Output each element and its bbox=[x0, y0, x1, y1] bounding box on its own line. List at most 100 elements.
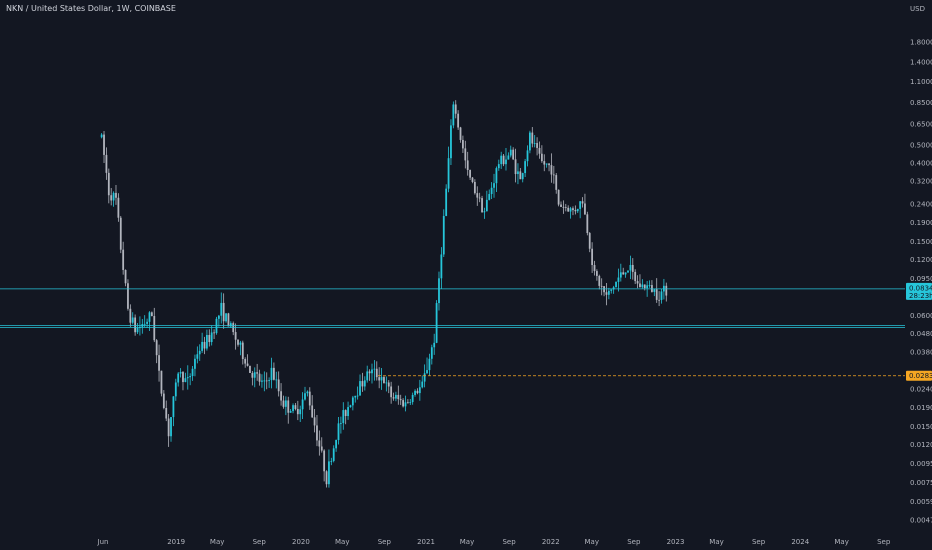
candle-body bbox=[378, 377, 381, 381]
candle-body bbox=[572, 208, 574, 211]
candle-body bbox=[409, 402, 412, 403]
candle-body bbox=[423, 373, 426, 382]
x-tick-label: May bbox=[709, 538, 723, 546]
candle-body bbox=[428, 358, 431, 371]
y-tick-label: 1.8000 bbox=[910, 39, 932, 47]
candle-body bbox=[607, 290, 610, 295]
time-axis[interactable]: Jun 2019 May Sep 2020 May Sep 2021 May Sep 2022 May… bbox=[97, 538, 891, 546]
x-tick-label: Sep bbox=[752, 538, 766, 546]
candle-body bbox=[617, 277, 620, 282]
candle-body bbox=[359, 381, 361, 396]
candle-body bbox=[337, 423, 340, 441]
candle-body bbox=[301, 399, 304, 410]
candle-body bbox=[500, 155, 503, 165]
candle-body bbox=[471, 177, 474, 182]
candle-body bbox=[241, 342, 244, 360]
candle-body bbox=[253, 372, 256, 378]
dashed-level-badge bbox=[906, 370, 932, 381]
candle-body bbox=[129, 308, 132, 323]
candle-body bbox=[308, 391, 311, 406]
candle-body bbox=[390, 386, 393, 398]
candle-body bbox=[430, 347, 433, 359]
currency-label: USD bbox=[910, 5, 925, 13]
candle-body bbox=[167, 418, 170, 437]
candle-body bbox=[385, 382, 388, 384]
candle-body bbox=[555, 175, 558, 190]
candle-body bbox=[476, 193, 479, 198]
candle-body bbox=[505, 159, 507, 165]
candle-body bbox=[249, 365, 251, 373]
candle-body bbox=[277, 379, 280, 392]
candle-body bbox=[485, 199, 488, 212]
x-tick-label: Sep bbox=[253, 538, 267, 546]
candle-body bbox=[158, 355, 160, 371]
candle-body bbox=[339, 423, 342, 424]
candle-body bbox=[421, 381, 424, 388]
candle-body bbox=[134, 317, 137, 333]
candle-body bbox=[198, 350, 201, 355]
candle-body bbox=[268, 380, 271, 381]
candle-body bbox=[452, 104, 455, 126]
candle-body bbox=[177, 373, 180, 383]
x-tick-label: 2020 bbox=[292, 538, 310, 546]
candle-body bbox=[246, 363, 249, 366]
candle-body bbox=[454, 104, 457, 114]
candle-body bbox=[160, 370, 163, 394]
x-tick-label: May bbox=[335, 538, 349, 546]
candle-body bbox=[136, 327, 139, 333]
candle-body bbox=[588, 233, 591, 249]
candle-body bbox=[165, 408, 168, 419]
candle-body bbox=[280, 391, 282, 401]
y-tick-label: 0.0047 bbox=[910, 517, 932, 525]
candle-body bbox=[473, 181, 476, 194]
candle-body bbox=[406, 402, 409, 404]
candle-body bbox=[328, 461, 330, 485]
x-tick-label: Jun bbox=[97, 538, 109, 546]
candle-body bbox=[466, 160, 469, 170]
candle-body bbox=[440, 254, 443, 279]
candle-body bbox=[162, 393, 165, 409]
candle-body bbox=[182, 372, 184, 383]
candle-body bbox=[263, 380, 266, 382]
last-price-label: 0.0834 bbox=[909, 284, 932, 292]
candle-body bbox=[313, 417, 316, 426]
candle-body bbox=[612, 287, 615, 290]
candle-body bbox=[399, 399, 402, 401]
candle-body bbox=[629, 264, 632, 271]
candle-body bbox=[653, 289, 656, 292]
candle-body bbox=[576, 208, 579, 212]
y-tick-label: 0.0059 bbox=[910, 498, 932, 506]
candle-body bbox=[284, 400, 287, 407]
candle-body bbox=[225, 313, 227, 322]
candle-body bbox=[545, 163, 548, 165]
candle-body bbox=[591, 248, 594, 266]
candle-body bbox=[371, 369, 373, 374]
candle-body bbox=[395, 394, 397, 399]
candle-body bbox=[143, 323, 146, 325]
candle-body bbox=[557, 189, 560, 205]
candle-body bbox=[665, 285, 668, 296]
candle-body bbox=[184, 378, 187, 383]
candle-body bbox=[261, 380, 263, 382]
candle-body bbox=[462, 139, 464, 149]
candle-body bbox=[272, 367, 275, 380]
candle-body bbox=[550, 165, 553, 175]
candle-body bbox=[526, 150, 529, 162]
candle-body bbox=[172, 396, 175, 418]
x-tick-label: Sep bbox=[378, 538, 392, 546]
candle-body bbox=[186, 377, 189, 379]
candle-body bbox=[292, 405, 294, 412]
candle-body bbox=[524, 161, 527, 174]
candle-body bbox=[189, 376, 192, 378]
x-tick-label: Sep bbox=[877, 538, 891, 546]
candle-body bbox=[201, 341, 204, 351]
candle-body bbox=[270, 367, 273, 381]
